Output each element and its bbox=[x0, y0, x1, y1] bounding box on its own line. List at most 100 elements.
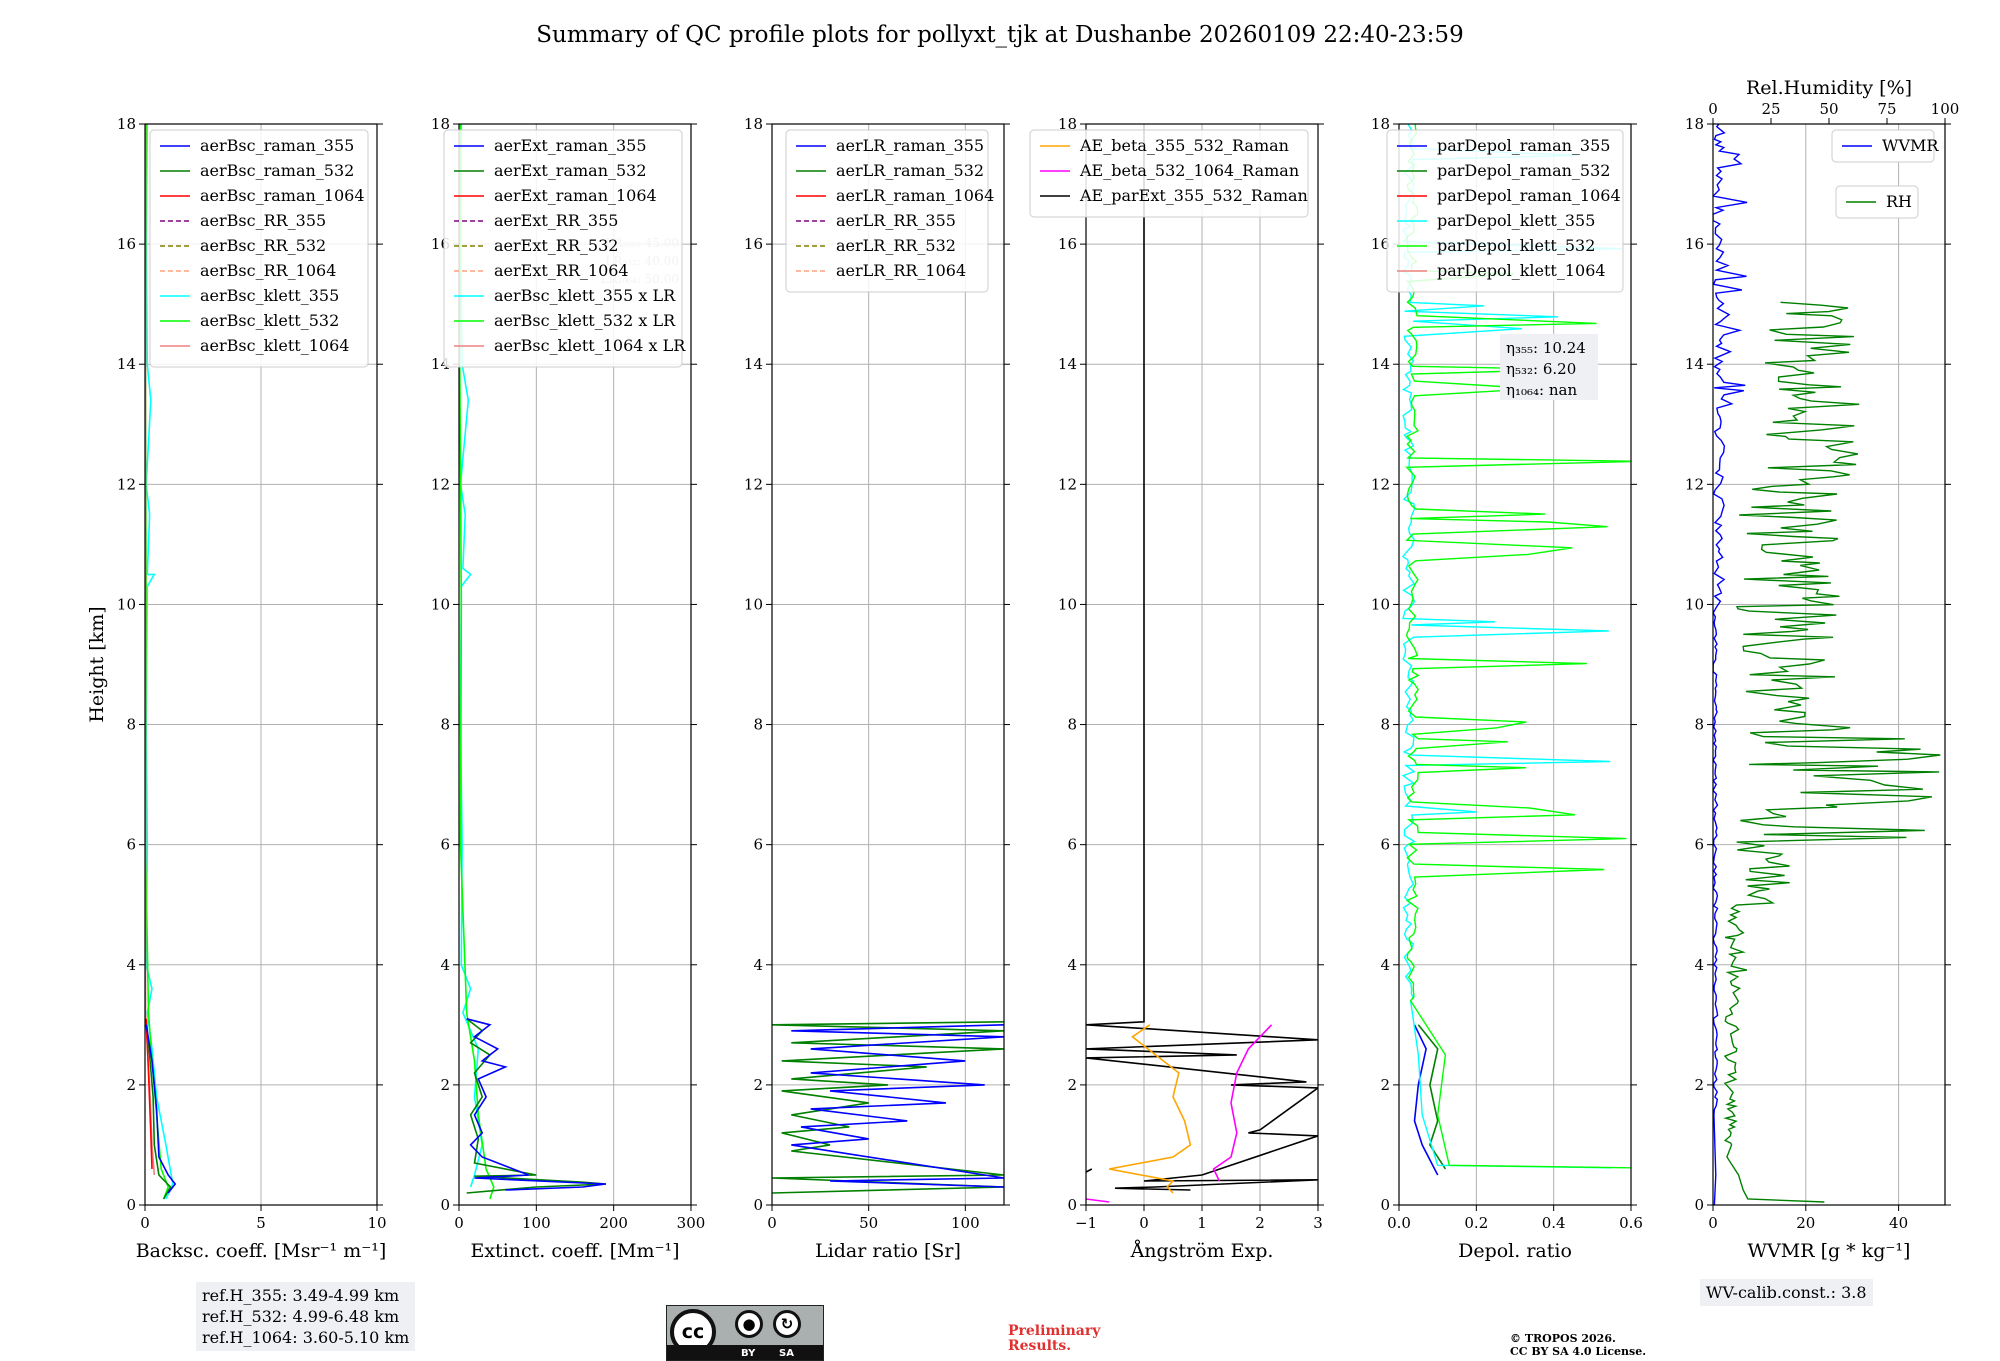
wv-calib-box: WV-calib.const.: 3.8 bbox=[1700, 1279, 1873, 1306]
top-tick-label: 100 bbox=[1931, 100, 1960, 118]
series-AE_beta_355_532_Raman bbox=[1109, 1024, 1192, 1194]
x-tick-label: 300 bbox=[677, 1214, 706, 1232]
series-fragment bbox=[1086, 1198, 1110, 1203]
legend-wv: WVMR RH bbox=[1831, 129, 1939, 219]
y-tick-label: 14 bbox=[1371, 355, 1390, 373]
top-tick-label: 75 bbox=[1877, 100, 1896, 118]
copyright-line-2: CC BY SA 4.0 License. bbox=[1510, 1345, 1647, 1358]
reference-heights-box: ref.H_355: 3.49-4.99 km ref.H_532: 4.99-… bbox=[196, 1282, 416, 1351]
top-tick-label: 25 bbox=[1761, 100, 1780, 118]
x-tick-label: 0 bbox=[1708, 1214, 1718, 1232]
x-tick-label: 50 bbox=[859, 1214, 878, 1232]
copyright-note: © TROPOS 2026. CC BY SA 4.0 License. bbox=[1510, 1332, 1646, 1358]
legend-label: AE_beta_355_532_Raman bbox=[1079, 136, 1289, 155]
legend-label: aerExt_RR_1064 bbox=[494, 261, 629, 280]
y-tick-label: 6 bbox=[440, 836, 450, 854]
y-tick-label: 16 bbox=[744, 235, 763, 253]
share-alike-icon: ↻ bbox=[773, 1310, 801, 1338]
x-axis-label: Ångström Exp. bbox=[1130, 1240, 1274, 1262]
y-tick-label: 16 bbox=[1371, 235, 1390, 253]
legend-label: AE_beta_532_1064_Raman bbox=[1079, 161, 1299, 180]
legend-label: aerLR_RR_1064 bbox=[836, 261, 966, 280]
legend-label: AE_parExt_355_532_Raman bbox=[1079, 186, 1308, 205]
legend-ext: aerExt_raman_355 aerExt_raman_532 aerExt_r… bbox=[443, 129, 686, 368]
series-aerLR_raman_355 bbox=[791, 1024, 1004, 1188]
legend-label: aerBsc_klett_1064 x LR bbox=[494, 336, 686, 355]
attribution-icon: ● bbox=[735, 1310, 763, 1338]
top-axis-label: Rel.Humidity [%] bbox=[1746, 77, 1912, 99]
y-tick-label: 10 bbox=[117, 595, 136, 613]
cc-license-badge: cc ● ↻ BY SA bbox=[666, 1305, 824, 1361]
legend-label: parDepol_klett_355 bbox=[1437, 211, 1595, 230]
legend-label: aerLR_RR_532 bbox=[836, 236, 956, 255]
y-tick-label: 4 bbox=[753, 956, 763, 974]
cc-by-label: BY bbox=[741, 1348, 756, 1359]
y-tick-label: 14 bbox=[1685, 355, 1704, 373]
y-tick-label: 14 bbox=[744, 355, 763, 373]
y-tick-label: 2 bbox=[126, 1076, 136, 1094]
y-tick-label: 4 bbox=[1380, 956, 1390, 974]
ref-height-1064: ref.H_1064: 3.60-5.10 km bbox=[202, 1328, 410, 1347]
series-group-ae bbox=[1086, 130, 1318, 1203]
y-tick-label: 12 bbox=[431, 475, 450, 493]
y-tick-label: 2 bbox=[440, 1076, 450, 1094]
axes-frame bbox=[458, 123, 692, 1206]
cc-sa-label: SA bbox=[779, 1348, 794, 1359]
legend-label: aerBsc_raman_1064 bbox=[200, 186, 365, 205]
series-fragment bbox=[1086, 1168, 1093, 1173]
y-tick-label: 0 bbox=[1067, 1196, 1077, 1214]
legend-label: aerBsc_klett_532 x LR bbox=[494, 311, 676, 330]
y-tick-label: 8 bbox=[753, 716, 763, 734]
x-tick-label: 40 bbox=[1889, 1214, 1908, 1232]
x-tick-label: 0 bbox=[1139, 1214, 1149, 1232]
y-tick-label: 16 bbox=[1685, 235, 1704, 253]
legend-depol: parDepol_raman_355 parDepol_raman_532 parD… bbox=[1386, 129, 1624, 293]
y-tick-label: 14 bbox=[117, 355, 136, 373]
series-aerBsc_raman_355 bbox=[145, 1024, 177, 1194]
series-group-wv bbox=[1713, 124, 1941, 1205]
ref-height-355: ref.H_355: 3.49-4.99 km bbox=[202, 1286, 400, 1305]
legend-label: aerLR_raman_355 bbox=[836, 136, 984, 155]
series-AE_beta_532_1064_Raman bbox=[1212, 1024, 1273, 1182]
panel-lr: 0 2 4 6 8 10 12 14 16 18 0 50 100 Lidar ratio [Sr] aer… bbox=[744, 115, 1010, 1262]
legend-label: aerBsc_klett_355 x LR bbox=[494, 286, 676, 305]
y-tick-label: 12 bbox=[744, 475, 763, 493]
y-tick-label: 10 bbox=[431, 595, 450, 613]
y-tick-label: 4 bbox=[1694, 956, 1704, 974]
x-tick-label: 1 bbox=[1197, 1214, 1207, 1232]
y-tick-label: 6 bbox=[1067, 836, 1077, 854]
x-tick-label: 0.2 bbox=[1464, 1214, 1488, 1232]
legend-label: aerLR_RR_355 bbox=[836, 211, 956, 230]
eta-text: η₅₃₂: 6.20 bbox=[1506, 360, 1576, 378]
y-tick-label: 18 bbox=[1371, 115, 1390, 133]
x-tick-label: 5 bbox=[256, 1214, 266, 1232]
legend-label: parDepol_raman_532 bbox=[1437, 161, 1610, 180]
x-tick-label: 0 bbox=[454, 1214, 464, 1232]
x-axis-label: Backsc. coeff. [Msr⁻¹ m⁻¹] bbox=[136, 1240, 387, 1262]
y-tick-label: 6 bbox=[753, 836, 763, 854]
legend-box bbox=[149, 129, 369, 368]
legend-lr: aerLR_raman_355 aerLR_raman_532 aerLR_rama… bbox=[785, 129, 994, 293]
legend-box bbox=[1029, 129, 1309, 218]
x-tick-label: 2 bbox=[1255, 1214, 1265, 1232]
legend-label: WVMR bbox=[1882, 136, 1939, 155]
y-tick-label: 4 bbox=[440, 956, 450, 974]
legend-box bbox=[1835, 185, 1919, 219]
y-tick-label: 6 bbox=[1694, 836, 1704, 854]
y-tick-label: 10 bbox=[1371, 595, 1390, 613]
x-axis-label: Lidar ratio [Sr] bbox=[815, 1240, 961, 1262]
y-tick-label: 12 bbox=[1058, 475, 1077, 493]
x-tick-label: 0 bbox=[140, 1214, 150, 1232]
y-tick-label: 16 bbox=[1058, 235, 1077, 253]
legend-box bbox=[1386, 129, 1624, 293]
panel-depol: 0 2 4 6 8 10 12 14 16 18 0.0 0.2 0.4 0.6 Depol. ratio p… bbox=[1371, 115, 1643, 1262]
y-tick-label: 12 bbox=[1685, 475, 1704, 493]
legend-ae: AE_beta_355_532_Raman AE_beta_532_1064_Ra… bbox=[1029, 129, 1309, 218]
x-tick-label: 3 bbox=[1313, 1214, 1323, 1232]
y-tick-label: 10 bbox=[744, 595, 763, 613]
eta-text: η₃₅₅: 10.24 bbox=[1506, 339, 1586, 357]
legend-box bbox=[1831, 129, 1935, 163]
y-tick-label: 0 bbox=[440, 1196, 450, 1214]
cc-band bbox=[667, 1345, 823, 1360]
